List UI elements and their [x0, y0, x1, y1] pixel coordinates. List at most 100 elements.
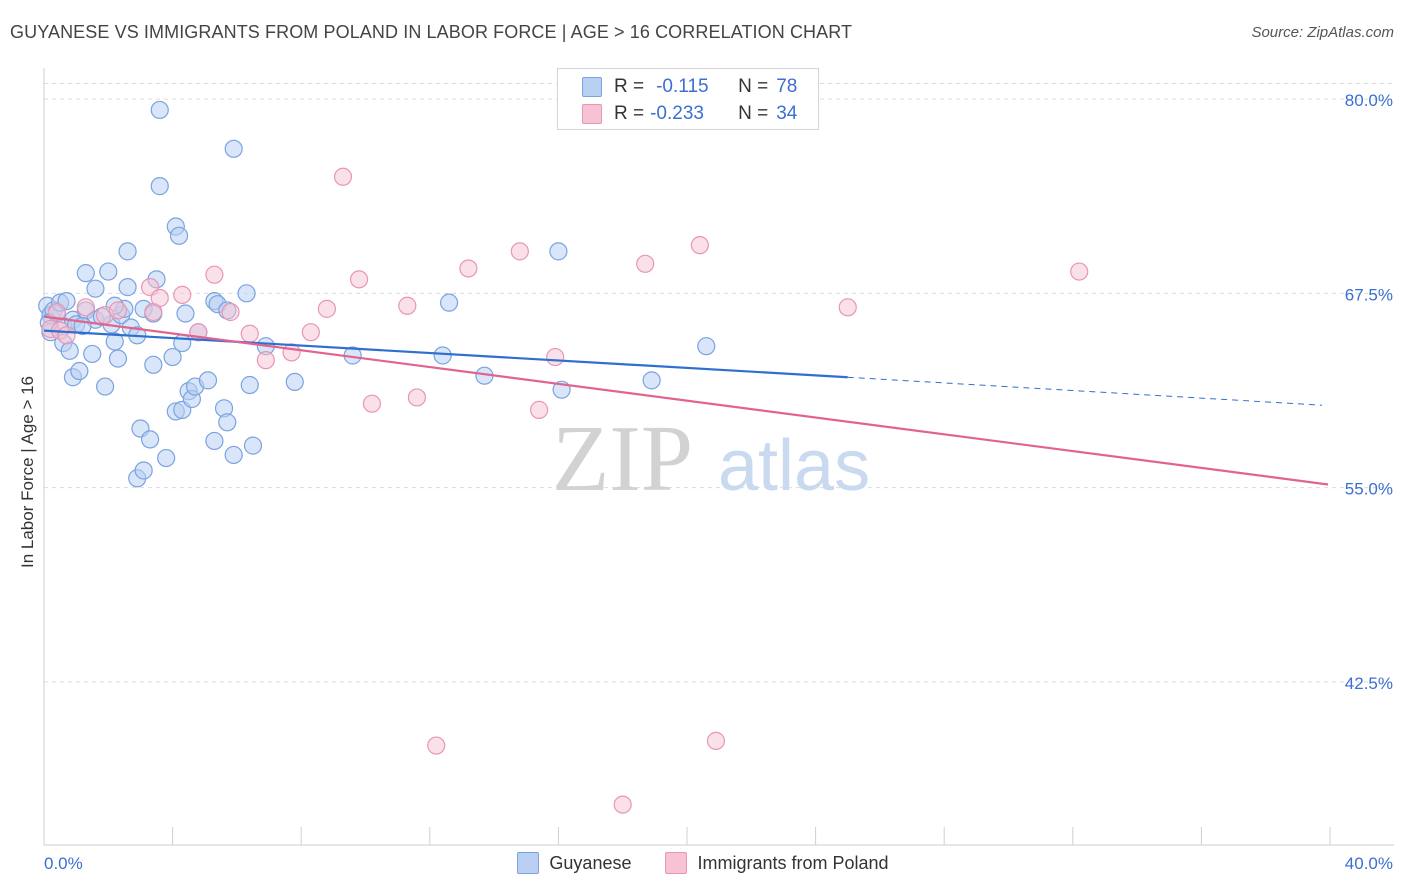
x-tick-label: 0.0% — [44, 854, 83, 873]
guyanese-point — [243, 436, 263, 455]
r-value: -0.233 — [650, 103, 704, 124]
guyanese-trend-extension — [847, 376, 1323, 406]
guyanese-point — [150, 177, 169, 196]
y-tick-label: 80.0% — [1345, 91, 1393, 110]
guyanese-point — [76, 264, 95, 283]
series-legend: Guyanese Immigrants from Poland — [0, 852, 1406, 874]
poland-point — [398, 296, 417, 315]
poland-point — [317, 299, 337, 318]
guyanese-point — [134, 461, 153, 480]
guyanese-point — [176, 304, 195, 323]
poland-point — [1070, 262, 1089, 281]
poland-point — [838, 298, 857, 317]
legend-row-poland: R = -0.233 N = 34 — [582, 102, 797, 126]
poland-point — [240, 324, 259, 343]
guyanese-point — [205, 431, 224, 451]
y-tick-label: 55.0% — [1345, 480, 1393, 499]
legend-item-poland: Immigrants from Poland — [665, 852, 889, 874]
chart-title: GUYANESE VS IMMIGRANTS FROM POLAND IN LA… — [10, 22, 853, 42]
guyanese-point — [433, 346, 452, 365]
x-tick-label: 40.0% — [1345, 854, 1393, 873]
poland-point — [427, 736, 446, 755]
poland-point — [221, 302, 240, 322]
guyanese-point — [99, 262, 118, 281]
poland-point — [636, 254, 655, 273]
source-label: Source: ZipAtlas.com — [1251, 24, 1394, 41]
poland-point — [57, 326, 76, 345]
n-value: 78 — [776, 76, 798, 97]
r-key: R = — [614, 103, 645, 124]
guyanese-point — [108, 349, 128, 368]
poland-point — [510, 242, 529, 261]
r-key: R = — [614, 76, 645, 97]
poland-point — [546, 347, 565, 367]
guyanese-point — [237, 284, 256, 303]
n-key: N = — [738, 76, 769, 97]
guyanese-point — [549, 242, 568, 261]
poland-point — [407, 388, 427, 407]
poland-trend-line — [43, 315, 1329, 486]
n-value: 34 — [776, 103, 798, 124]
y-tick-label: 42.5% — [1345, 674, 1393, 693]
guyanese-swatch — [582, 77, 602, 97]
guyanese-point — [118, 242, 137, 261]
r-value: -0.115 — [656, 76, 709, 97]
guyanese-point — [140, 430, 160, 449]
trend-lines — [43, 315, 1329, 486]
legend-row-guyanese: R = -0.115 N = 78 — [582, 75, 797, 99]
guyanese-trend-line — [43, 329, 848, 379]
legend-item-guyanese: Guyanese — [517, 852, 631, 874]
guyanese-point — [285, 372, 304, 392]
correlation-legend: R = -0.115 N = 78 R = -0.233 N = 34 — [557, 68, 819, 130]
poland-point — [301, 323, 320, 342]
guyanese-point — [218, 413, 237, 432]
poland-point — [108, 301, 128, 320]
y-tick-label: 67.5% — [1345, 285, 1393, 304]
guyanese-point — [697, 337, 716, 356]
guyanese-legend-swatch — [517, 852, 540, 874]
guyanese-point — [118, 278, 137, 297]
axes — [43, 68, 1394, 846]
tick-labels: 42.5% 55.0% 67.5% 80.0% 0.0% 40.0% — [44, 91, 1393, 873]
guyanese-point — [439, 293, 459, 312]
poland-points — [41, 167, 1089, 814]
poland-point — [459, 259, 478, 278]
guyanese-point — [173, 333, 192, 353]
guyanese-point — [224, 445, 243, 465]
poland-point — [47, 302, 66, 322]
guyanese-point — [70, 361, 89, 381]
poland-point — [150, 288, 169, 308]
poland-point — [173, 285, 192, 304]
poland-point — [333, 167, 353, 186]
guyanese-point — [163, 347, 182, 367]
poland-point — [205, 265, 224, 284]
watermark: ZIP atlas — [552, 407, 870, 511]
n-key: N = — [738, 103, 769, 124]
guyanese-point — [86, 279, 105, 298]
guyanese-point — [169, 226, 189, 245]
legend-label: Immigrants from Poland — [697, 852, 889, 873]
poland-point — [706, 731, 726, 750]
guyanese-point — [83, 344, 102, 364]
guyanese-point — [642, 371, 661, 390]
poland-point — [349, 270, 369, 289]
guyanese-point — [60, 341, 79, 360]
guyanese-point — [150, 100, 169, 120]
guyanese-point — [144, 355, 163, 374]
guyanese-point — [198, 371, 218, 390]
y-axis-label: In Labor Force | Age > 16 — [18, 375, 37, 568]
poland-point — [613, 795, 632, 814]
guyanese-point — [95, 377, 115, 396]
poland-point — [690, 236, 709, 255]
poland-point — [282, 343, 301, 362]
guyanese-point — [105, 332, 124, 351]
poland-legend-swatch — [665, 852, 688, 874]
guyanese-point — [224, 139, 243, 158]
poland-point — [76, 298, 95, 317]
legend-label: Guyanese — [549, 852, 632, 873]
poland-point — [256, 351, 275, 370]
poland-point — [362, 394, 382, 413]
watermark-zip: ZIP — [552, 407, 693, 511]
guyanese-point — [157, 448, 176, 468]
